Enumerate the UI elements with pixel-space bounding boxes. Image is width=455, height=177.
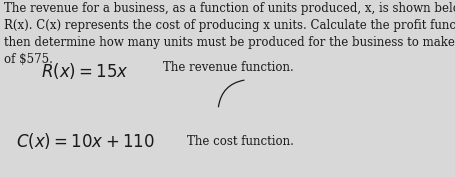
- Text: The revenue for a business, as a function of units produced, x, is shown below b: The revenue for a business, as a functio…: [4, 2, 455, 66]
- Text: The cost function.: The cost function.: [187, 135, 293, 148]
- Text: The revenue function.: The revenue function.: [163, 61, 293, 74]
- Text: $C(x) = 10x + 110$: $C(x) = 10x + 110$: [16, 131, 155, 151]
- Text: $R(x) = 15x$: $R(x) = 15x$: [41, 61, 129, 81]
